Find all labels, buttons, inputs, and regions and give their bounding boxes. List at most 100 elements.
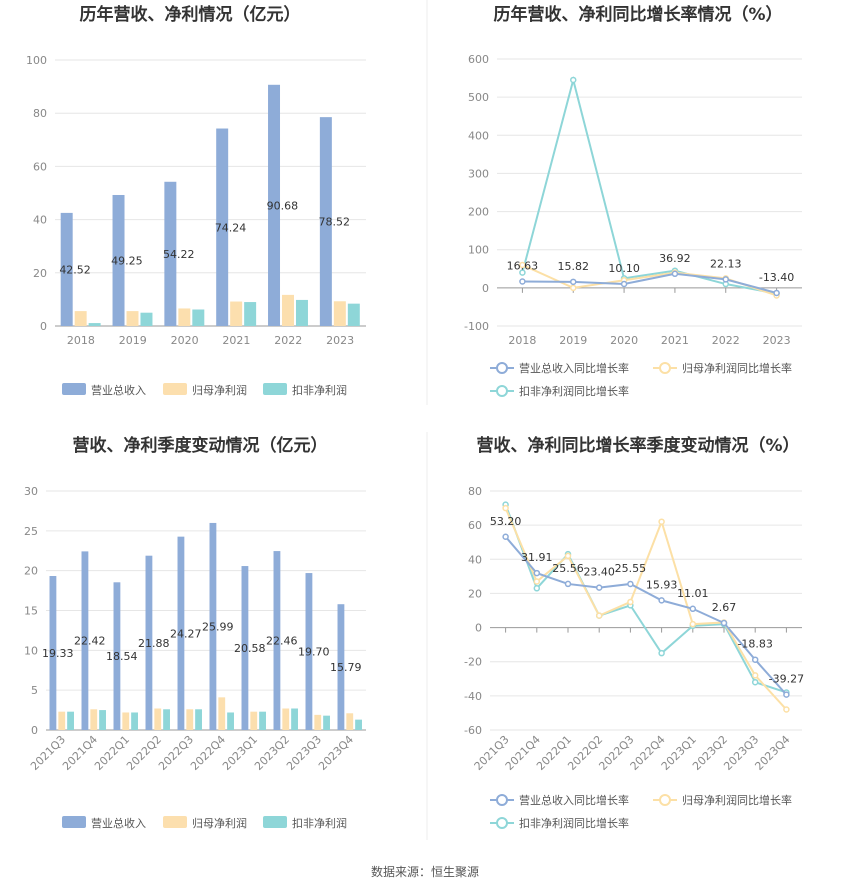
annual_bar-bar-revenue — [112, 194, 125, 326]
annual_bar-bar-net_profit — [333, 301, 346, 326]
quarter_line-legend-label: 营业总收入同比增长率 — [519, 793, 629, 807]
quarter_bar-bar-net_profit — [346, 713, 354, 730]
quarter_bar-y-tick-label: 15 — [24, 605, 38, 618]
quarter_line-data-label: 31.91 — [521, 551, 553, 564]
annual_bar-bar-deducted_profit — [140, 312, 153, 326]
quarter_bar-bar-net_profit — [314, 714, 322, 730]
quarter_line-point-revenue_growth — [689, 605, 697, 613]
annual_bar-legend-swatch-deducted_profit — [263, 383, 287, 395]
quarter_line-point-net_growth — [783, 706, 790, 713]
annual_line-legend-marker-net_growth — [659, 362, 671, 374]
quarter_bar-data-label: 18.54 — [106, 650, 138, 663]
annual_bar-bar-deducted_profit — [295, 299, 308, 326]
quarter_bar-legend-label: 营业总收入 — [91, 816, 146, 830]
quarter_line-point-deducted_growth — [658, 649, 665, 657]
annual_bar-bar-net_profit — [230, 301, 243, 326]
quarter_bar-bar-deducted_profit — [323, 715, 330, 730]
annual_line-data-label: -13.40 — [759, 271, 794, 284]
annual_bar-data-label: 49.25 — [111, 254, 143, 267]
annual_bar-x-tick-label: 2022 — [274, 334, 302, 347]
annual_bar-bar-net_profit — [74, 311, 87, 326]
annual_line-y-tick-label: 400 — [468, 129, 489, 142]
quarter_line-point-deducted_growth — [533, 585, 541, 592]
quarter_bar-bar-net_profit — [122, 712, 130, 730]
quarter_line-legend-marker-revenue_growth — [496, 794, 508, 806]
quarter_bar-bar-deducted_profit — [99, 710, 106, 730]
annual_bar-data-label: 54.22 — [163, 248, 195, 261]
annual_line-x-tick-label: 2021 — [661, 334, 689, 347]
quarter_bar-y-tick-label: 5 — [31, 684, 38, 697]
annual_line-data-label: 16.63 — [507, 260, 539, 273]
quarter_line-point-revenue_growth — [502, 533, 509, 541]
quarter_bar-data-label: 22.46 — [266, 635, 298, 648]
quarter_line-legend-label: 归母净利润同比增长率 — [682, 793, 792, 807]
annual_bar-bar-revenue — [164, 181, 177, 326]
annual_bar-y-tick-label: 0 — [40, 320, 47, 333]
quarter_line-point-revenue_growth — [751, 656, 759, 663]
quarter_bar-bar-deducted_profit — [163, 709, 170, 730]
quarter_bar-bar-net_profit — [186, 709, 194, 730]
quarter_bar-bar-net_profit — [218, 697, 226, 730]
annual_line-y-tick-label: 100 — [468, 244, 489, 257]
annual_line-data-label: 22.13 — [710, 257, 742, 270]
annual_line-data-label: 10.10 — [608, 262, 640, 275]
annual_line-point-deducted_growth — [519, 269, 526, 276]
quarter_line-data-label: 11.01 — [677, 587, 709, 600]
annual_line-point-revenue_growth — [570, 278, 577, 286]
quarter_line-data-label: 25.56 — [552, 562, 584, 575]
annual_line-point-revenue_growth — [671, 270, 679, 278]
quarter_bar-bar-revenue — [209, 522, 217, 730]
quarter_bar-bar-revenue — [113, 582, 121, 730]
quarter_line-y-tick-label: -60 — [464, 724, 482, 737]
annual_line-y-tick-label: 200 — [468, 206, 489, 219]
quarter_bar-legend-swatch-revenue — [62, 816, 86, 828]
annual_bar-y-tick-label: 60 — [33, 160, 47, 173]
annual_line-x-tick-label: 2022 — [712, 334, 740, 347]
quarter_line-y-tick-label: 20 — [468, 587, 482, 600]
annual_bar-data-label: 78.52 — [318, 216, 350, 229]
quarter_line-point-net_growth — [627, 598, 634, 606]
quarter_bar-bar-deducted_profit — [291, 708, 298, 730]
annual_bar-bar-revenue — [60, 212, 73, 326]
quarter_bar-bar-deducted_profit — [355, 719, 362, 730]
quarter_bar-y-tick-label: 0 — [31, 724, 38, 737]
quarter_line-legend-marker-deducted_growth — [496, 817, 508, 829]
annual_line-point-net_growth — [570, 284, 577, 292]
annual_bar-x-tick-label: 2018 — [67, 334, 95, 347]
annual_bar-data-label: 74.24 — [215, 221, 247, 234]
annual_line-y-tick-label: -100 — [464, 320, 489, 333]
annual_line-x-tick-label: 2020 — [610, 334, 638, 347]
quarter_bar-legend-swatch-deducted_profit — [263, 816, 287, 828]
quarter_bar-bar-revenue — [49, 576, 57, 730]
quarter_bar-data-label: 21.88 — [138, 637, 170, 650]
annual_bar-data-label: 90.68 — [267, 199, 299, 212]
quarter_line-point-net_growth — [502, 504, 509, 512]
annual_bar-y-tick-label: 20 — [33, 267, 47, 280]
quarter_line-point-revenue_growth — [627, 580, 634, 588]
annual_bar-bar-net_profit — [282, 294, 294, 326]
annual_bar-legend-swatch-revenue — [62, 383, 86, 395]
quarter_line-point-net_growth — [595, 612, 603, 619]
annual_line-point-revenue_growth — [620, 280, 628, 288]
annual_bar-legend-label: 扣非净利润 — [292, 383, 347, 397]
quarter_line-data-label: 2.67 — [712, 601, 737, 614]
quarter_line-data-label: 53.20 — [490, 515, 522, 528]
quarter_bar-bar-net_profit — [250, 711, 258, 730]
annual_bar-bar-revenue — [216, 128, 229, 326]
annual_bar-y-tick-label: 80 — [33, 107, 47, 120]
quarter_bar-y-tick-label: 20 — [24, 565, 38, 578]
annual_bar-legend-label: 营业总收入 — [91, 383, 146, 397]
quarter_bar-bar-revenue — [241, 566, 249, 730]
annual_bar-y-tick-label: 100 — [26, 54, 47, 67]
annual_line-point-deducted_growth — [570, 76, 577, 84]
quarter_bar-x-tick-label: 2023Q4 — [316, 733, 356, 773]
quarter_line-point-net_growth — [689, 620, 697, 628]
quarter_bar-legend-swatch-net_profit — [163, 816, 187, 828]
quarter_line-y-tick-label: 60 — [468, 519, 482, 532]
annual_line-data-label: 36.92 — [659, 252, 691, 265]
quarter_bar-bar-revenue — [273, 551, 281, 730]
annual_bar-legend-label: 归母净利润 — [192, 383, 247, 397]
annual_line-x-tick-label: 2018 — [508, 334, 536, 347]
annual_line-legend-label: 营业总收入同比增长率 — [519, 361, 629, 375]
annual_bar-x-tick-label: 2021 — [222, 334, 250, 347]
